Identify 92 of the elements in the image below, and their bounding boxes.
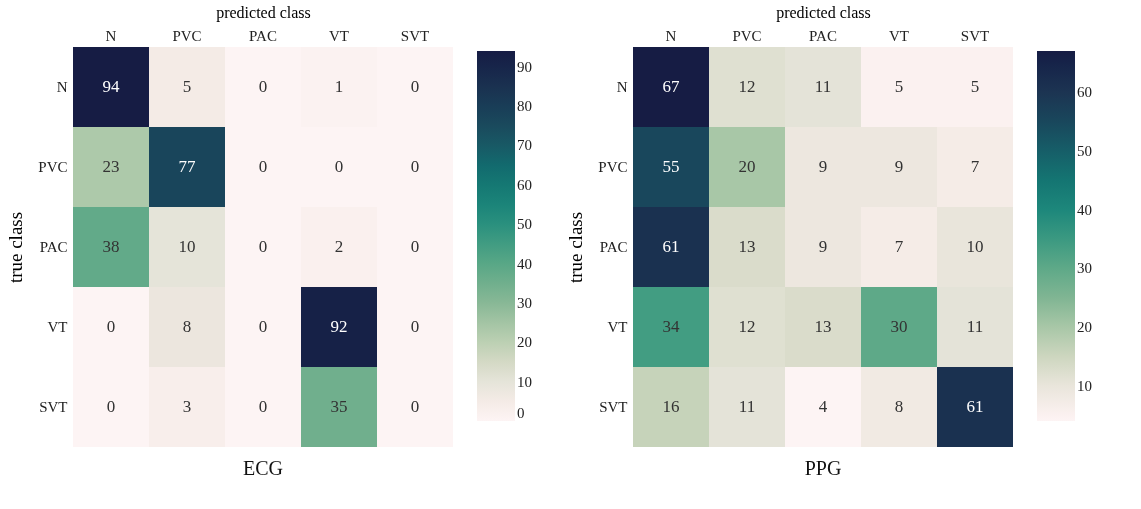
data-label: 67 — [662, 77, 680, 96]
color-bar-label: 50 — [517, 216, 532, 233]
data-label: 0 — [410, 77, 420, 96]
color-bar-label: 30 — [1077, 260, 1092, 277]
data-label: 30 — [890, 317, 908, 336]
data-label: 4 — [818, 397, 828, 416]
y-axis-title: true class — [565, 211, 587, 284]
y-tick-label: SVT — [39, 399, 68, 415]
data-label: 10 — [966, 237, 984, 256]
color-bar-label: 40 — [1077, 201, 1092, 218]
data-label: 0 — [258, 237, 268, 256]
data-label: 61 — [966, 397, 984, 416]
x-axis-title: predicted class — [216, 3, 311, 22]
data-label: 9 — [894, 157, 904, 176]
data-label: 0 — [258, 77, 268, 96]
color-bar-label: 70 — [517, 137, 532, 154]
data-label: 13 — [738, 237, 756, 256]
x-tick-label: PVC — [172, 27, 202, 44]
y-tick-label: PAC — [39, 239, 68, 255]
data-label: 12 — [738, 77, 756, 96]
data-label: 20 — [738, 157, 756, 176]
color-bar-label: 20 — [517, 334, 532, 351]
x-tick-label: VT — [329, 27, 349, 44]
color-bar-label: 10 — [1077, 377, 1092, 394]
color-bar-label: 20 — [1077, 319, 1092, 336]
data-label: 5 — [970, 77, 980, 96]
data-label: 23 — [102, 157, 120, 176]
data-label: 0 — [258, 157, 268, 176]
data-label: 9 — [818, 157, 828, 176]
data-label: 0 — [258, 317, 268, 336]
data-label: 0 — [410, 397, 420, 416]
data-label: 12 — [738, 317, 756, 336]
data-label: 11 — [738, 397, 756, 416]
data-label: 2 — [334, 237, 344, 256]
color-bar-label: 30 — [517, 294, 532, 311]
data-label: 0 — [410, 157, 420, 176]
data-label: 55 — [662, 157, 680, 176]
y-tick-label: N — [56, 79, 68, 95]
data-label: 13 — [814, 317, 832, 336]
x-tick-label: PVC — [732, 27, 762, 44]
x-tick-label: SVT — [960, 27, 990, 44]
data-label: 38 — [102, 237, 120, 256]
text: PPG — [804, 457, 842, 479]
data-label: 77 — [178, 157, 196, 176]
y-tick-label: PVC — [38, 159, 68, 175]
color-bar-label: 90 — [517, 58, 532, 75]
y-axis-title: true class — [5, 211, 27, 284]
y-tick-label: SVT — [599, 399, 628, 415]
data-label: 10 — [178, 237, 196, 256]
x-tick-label: PAC — [249, 27, 277, 44]
data-label: 5 — [894, 77, 904, 96]
x-tick-label: PAC — [809, 27, 837, 44]
text: ECG — [243, 457, 283, 479]
x-tick-label: VT — [889, 27, 909, 44]
data-label: 7 — [894, 237, 904, 256]
color-bar-label: 80 — [517, 98, 532, 115]
data-label: 61 — [662, 237, 680, 256]
color-bar-label: 40 — [517, 255, 532, 272]
color-bar-label: 50 — [1077, 142, 1092, 159]
data-label: 35 — [330, 397, 348, 416]
data-label: 3 — [182, 397, 192, 416]
data-label: 7 — [970, 157, 980, 176]
data-label: 8 — [894, 397, 904, 416]
data-label: 11 — [966, 317, 984, 336]
data-label: 0 — [410, 237, 420, 256]
x-axis-title: predicted class — [776, 3, 871, 22]
color-bar-label: 60 — [517, 176, 532, 193]
data-label: 0 — [410, 317, 420, 336]
y-tick-label: N — [616, 79, 628, 95]
data-label: 0 — [106, 397, 116, 416]
data-label: 92 — [330, 317, 348, 336]
color-bar-label: 60 — [1077, 84, 1092, 101]
y-tick-label: PAC — [599, 239, 628, 255]
data-label: 34 — [662, 317, 680, 336]
color-bar-label: 10 — [517, 373, 532, 390]
y-tick-label: PVC — [598, 159, 628, 175]
data-label: 0 — [334, 157, 344, 176]
data-label: 5 — [182, 77, 192, 96]
data-label: 9 — [818, 237, 828, 256]
data-label: 16 — [662, 397, 680, 416]
data-label: 94 — [102, 77, 120, 96]
color-bar-label: 0 — [517, 405, 525, 421]
data-label: 8 — [182, 317, 192, 336]
data-label: 11 — [814, 77, 832, 96]
data-label: 1 — [334, 77, 344, 96]
x-tick-label: N — [105, 27, 117, 44]
x-tick-label: N — [665, 27, 677, 44]
data-label: 0 — [258, 397, 268, 416]
y-tick-label: VT — [607, 319, 628, 335]
data-label: 0 — [106, 317, 116, 336]
y-tick-label: VT — [47, 319, 68, 335]
x-tick-label: SVT — [400, 27, 430, 44]
